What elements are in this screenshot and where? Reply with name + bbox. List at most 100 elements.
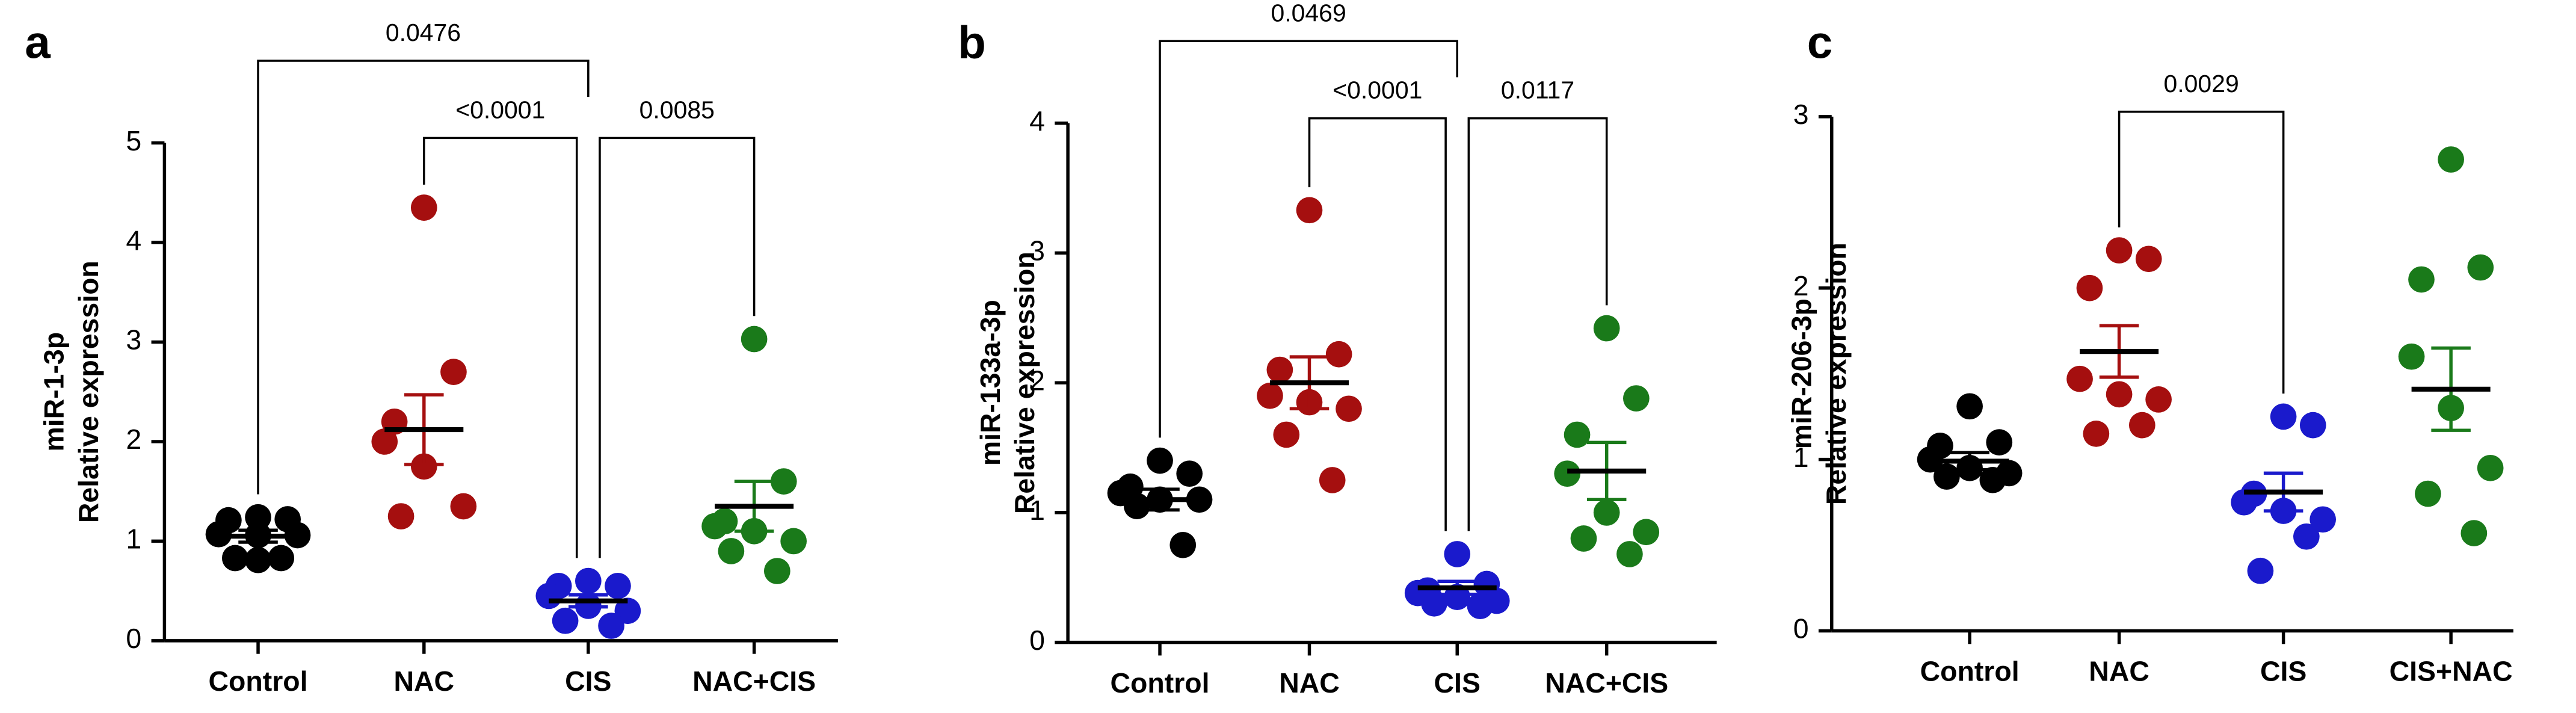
data-point [1554,460,1581,487]
data-point [1570,525,1597,552]
p-value: <0.0001 [455,96,545,123]
panel: a miR-1-3p Relative expression 0 1 2 3 4 5 Contro… [25,17,838,697]
y-axis-label: miR-1-3p [38,332,69,452]
data-point [1123,493,1150,519]
y-tick-label: 1 [126,523,141,555]
data-point [1934,463,1960,490]
x-tick-label: Control [1920,656,2020,687]
data-point [2106,381,2133,408]
p-value: 0.0476 [386,19,461,46]
data-point [1266,356,1293,383]
data-point [2408,266,2435,293]
data-point [371,428,398,455]
y-tick-label: 3 [126,324,141,356]
data-point [2398,343,2425,370]
y-axis-label: Relative expression [1820,242,1852,505]
data-point [2135,245,2162,273]
panel: b miR-133a-3p Relative expression 0 1 2 3 4 Cont… [958,0,1717,699]
data-point [2467,254,2494,281]
data-point [1633,519,1660,546]
data-point [1147,447,1173,474]
x-tick-label: NAC+CIS [1545,667,1668,699]
data-point [2415,480,2441,507]
data-point [535,582,562,610]
data-point [2293,523,2320,550]
y-axis-label: Relative expression [1009,252,1040,514]
data-point [1421,590,1447,617]
data-point [268,545,295,572]
y-tick-label: 4 [126,224,141,256]
y-axis-label: miR-133a-3p [975,300,1006,466]
p-value: <0.0001 [1333,76,1422,104]
x-tick-label: CIS [565,665,611,697]
data-point [2231,489,2257,516]
data-point [1616,541,1643,567]
data-point [1593,315,1620,342]
data-point [1564,421,1591,448]
data-point [1979,466,2006,493]
panel-letter: a [25,17,51,69]
x-tick-label: CIS [1434,667,1481,699]
data-point [605,573,631,599]
y-tick-label: 1 [1029,495,1045,526]
data-point [770,468,797,495]
y-tick-label: 2 [1793,270,1809,301]
significance-bracket [599,137,756,558]
data-point [2270,403,2297,430]
y-tick-label: 5 [126,125,141,156]
y-tick-label: 3 [1029,235,1045,267]
data-point [2299,412,2326,439]
x-tick-label: NAC [1279,667,1340,699]
x-tick-label: NAC+CIS [692,665,816,697]
significance-bracket [423,137,578,558]
significance-bracket [1308,117,1447,531]
y-tick-label: 0 [126,623,141,654]
y-axis-label: Relative expression [73,261,104,523]
data-point [1956,393,1983,420]
data-point [1986,429,2013,455]
panel-letter: c [1807,17,1833,69]
y-axis-label: miR-206-3p [1786,298,1817,449]
data-point [1325,341,1352,368]
x-tick-label: CIS [2260,656,2306,687]
data-point [2145,386,2172,413]
data-point [552,607,579,634]
data-point [2477,455,2504,481]
significance-bracket [1467,117,1608,531]
panel-letter: b [958,17,986,69]
x-tick-label: NAC [394,665,455,697]
data-point [1467,593,1494,620]
x-tick-label: Control [209,665,308,697]
data-point [1444,541,1471,567]
x-tick-label: CIS+NAC [2390,656,2513,687]
y-tick-label: 2 [126,424,141,455]
p-value: 0.0029 [2164,70,2239,97]
data-point [763,558,790,584]
data-point [2247,557,2274,584]
significance-bracket [2118,110,2285,394]
p-value: 0.0117 [1501,76,1574,104]
data-point [2128,412,2155,439]
data-point [387,503,414,529]
data-point [410,453,437,480]
y-tick-label: 4 [1029,105,1045,137]
data-point [1336,395,1362,422]
data-point [598,613,624,639]
data-point [1169,531,1197,558]
y-tick-label: 3 [1793,99,1809,130]
data-point [2076,274,2103,301]
data-point [221,545,248,572]
panel: c miR-206-3p Relative expression 0 1 2 3 Contro… [1786,17,2513,687]
data-point [741,326,768,353]
p-value: 0.0469 [1271,0,1346,26]
data-point [718,538,745,564]
data-point [245,546,271,573]
data-point [2066,365,2093,392]
data-point [1319,467,1346,493]
data-point [2438,146,2464,173]
data-point [1623,385,1650,412]
p-value: 0.0085 [639,96,715,123]
data-point [575,567,602,594]
data-point [440,359,467,385]
data-point [1257,382,1283,409]
